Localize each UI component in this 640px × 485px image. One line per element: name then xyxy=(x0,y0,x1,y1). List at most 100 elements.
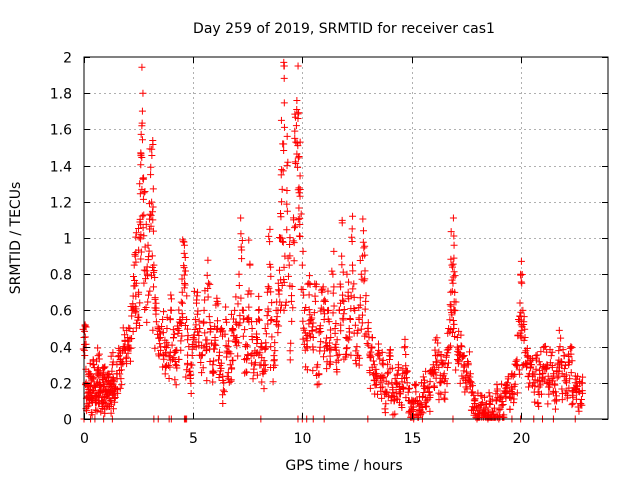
data-point xyxy=(347,292,355,300)
data-point xyxy=(451,272,459,280)
data-point xyxy=(274,286,282,294)
data-point xyxy=(306,280,314,288)
data-point xyxy=(529,381,537,389)
data-point xyxy=(149,137,157,145)
data-point xyxy=(228,364,236,372)
data-point xyxy=(517,332,525,340)
data-point xyxy=(303,343,311,351)
tick-labels: 00.20.40.60.811.21.41.61.820 5 10 15 20 xyxy=(50,51,531,448)
data-point xyxy=(167,291,175,299)
data-point xyxy=(139,174,147,182)
data-point xyxy=(280,306,288,314)
data-point xyxy=(142,220,150,228)
data-point xyxy=(450,307,458,315)
data-point xyxy=(177,346,185,354)
data-point xyxy=(417,400,425,408)
data-point xyxy=(420,376,428,384)
data-point xyxy=(560,352,568,360)
data-point xyxy=(358,319,366,327)
data-point xyxy=(280,62,288,70)
data-point xyxy=(441,395,449,403)
data-point xyxy=(94,344,102,352)
data-point xyxy=(303,337,311,345)
data-point xyxy=(172,381,180,389)
data-point xyxy=(167,306,175,314)
data-point xyxy=(210,357,218,365)
data-point xyxy=(289,304,297,312)
data-point xyxy=(521,325,529,333)
data-point xyxy=(352,360,360,368)
data-point xyxy=(273,321,281,329)
data-point xyxy=(329,270,337,278)
data-point xyxy=(502,381,510,389)
data-point xyxy=(419,373,427,381)
data-point xyxy=(348,261,356,269)
data-point xyxy=(96,369,104,377)
data-point xyxy=(235,282,243,290)
data-point xyxy=(181,253,189,261)
data-point xyxy=(223,318,231,326)
data-point xyxy=(201,329,209,337)
data-point xyxy=(404,385,412,393)
data-point xyxy=(364,328,372,336)
data-point xyxy=(579,389,587,397)
data-point xyxy=(151,304,159,312)
data-point xyxy=(141,187,149,195)
data-point xyxy=(395,386,403,394)
data-point xyxy=(296,186,304,194)
data-point xyxy=(446,301,454,309)
data-point xyxy=(283,207,291,215)
data-point xyxy=(213,294,221,302)
data-point xyxy=(549,377,557,385)
data-point xyxy=(433,334,441,342)
data-point xyxy=(245,287,253,295)
data-point xyxy=(253,335,261,343)
data-point xyxy=(181,280,189,288)
data-point xyxy=(245,236,253,244)
data-point xyxy=(402,350,410,358)
data-point xyxy=(258,344,266,352)
data-point xyxy=(149,185,157,193)
data-point xyxy=(219,386,227,394)
data-point xyxy=(148,145,156,153)
data-point xyxy=(117,375,125,383)
data-point xyxy=(356,354,364,362)
data-point xyxy=(300,326,308,334)
data-point xyxy=(559,346,567,354)
data-point xyxy=(268,333,276,341)
data-point xyxy=(332,320,340,328)
data-point xyxy=(424,384,432,392)
data-point xyxy=(568,344,576,352)
data-point xyxy=(426,378,434,386)
data-point xyxy=(271,339,279,347)
data-point xyxy=(350,304,358,312)
data-point xyxy=(331,329,339,337)
data-point xyxy=(161,343,169,351)
data-point xyxy=(434,339,442,347)
data-point xyxy=(155,350,163,358)
y-tick-label: 2 xyxy=(63,51,72,67)
data-point xyxy=(180,262,188,270)
data-point xyxy=(368,334,376,342)
data-point xyxy=(280,74,288,82)
data-point xyxy=(206,280,214,288)
data-point xyxy=(352,356,360,364)
data-point xyxy=(510,395,518,403)
data-point xyxy=(224,369,232,377)
data-point xyxy=(149,227,157,235)
data-point xyxy=(265,284,273,292)
data-point xyxy=(280,263,288,271)
data-point xyxy=(138,154,146,162)
data-point xyxy=(517,271,525,279)
data-point xyxy=(411,381,419,389)
data-point xyxy=(175,327,183,335)
data-point xyxy=(506,393,514,401)
data-point xyxy=(138,136,146,144)
data-point xyxy=(450,298,458,306)
data-point xyxy=(379,383,387,391)
data-point xyxy=(188,351,196,359)
data-point xyxy=(321,296,329,304)
data-point xyxy=(379,356,387,364)
data-point xyxy=(464,357,472,365)
data-point xyxy=(544,400,552,408)
